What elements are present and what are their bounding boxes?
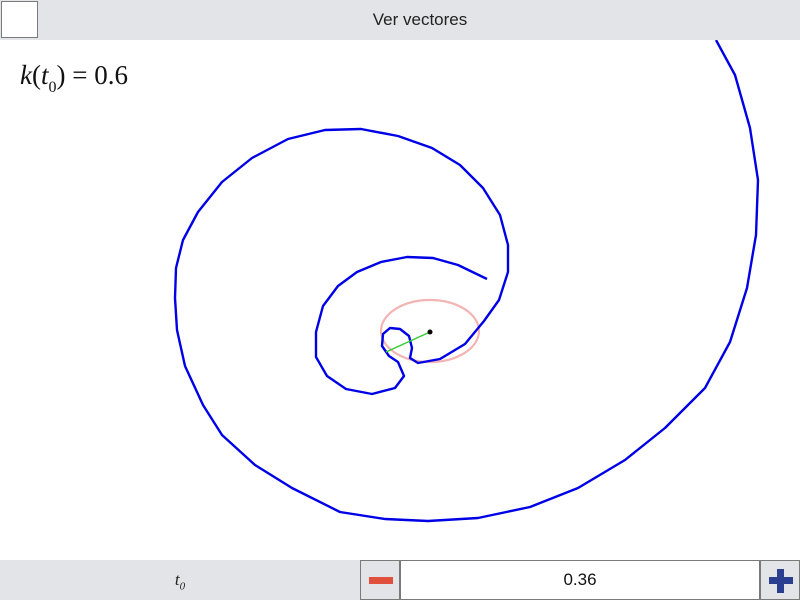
curvature-symbol: k bbox=[20, 60, 32, 90]
curvature-param-sub: 0 bbox=[48, 79, 57, 97]
top-toolbar: Ver vectores bbox=[0, 0, 800, 40]
bottom-toolbar: t0 0.36 bbox=[0, 560, 800, 600]
param-symbol: t bbox=[174, 570, 180, 589]
curvature-equals: = bbox=[72, 60, 95, 90]
show-vectors-label: Ver vectores bbox=[372, 10, 468, 29]
curvature-param: t bbox=[40, 60, 49, 90]
show-vectors-checkbox[interactable] bbox=[1, 1, 38, 38]
normal-vector bbox=[385, 331, 431, 353]
curvature-value: 0.6 bbox=[94, 60, 128, 90]
param-label: t0 bbox=[0, 560, 360, 600]
spiral-curve bbox=[173, 40, 760, 523]
curvature-readout: k(t0) = 0.6 bbox=[20, 60, 128, 97]
minus-icon bbox=[369, 577, 393, 584]
param-value-field[interactable]: 0.36 bbox=[400, 560, 760, 600]
increment-button[interactable] bbox=[760, 560, 800, 600]
curve-point bbox=[427, 329, 433, 335]
param-sub: 0 bbox=[179, 580, 186, 593]
plot-canvas[interactable] bbox=[0, 40, 800, 560]
decrement-button[interactable] bbox=[360, 560, 400, 600]
